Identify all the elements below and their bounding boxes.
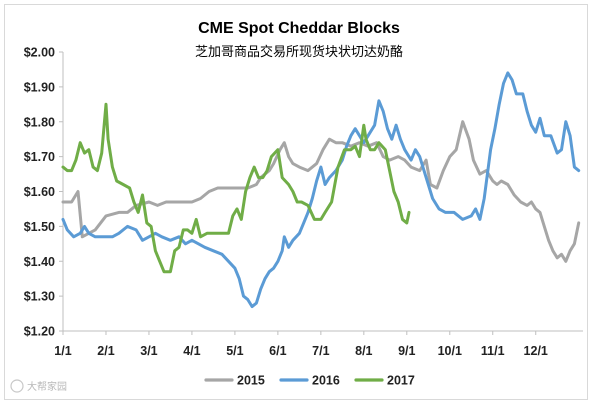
watermark-logo-icon <box>10 379 24 393</box>
y-tick-label: $1.20 <box>24 325 55 339</box>
series-line-2016 <box>61 71 581 309</box>
x-tick-label: 10/1 <box>438 344 462 358</box>
x-tick-label: 8/1 <box>355 344 372 358</box>
chart-frame: CME Spot Cheddar Blocks 芝加哥商品交易所现货块状切达奶酪… <box>4 4 588 400</box>
chart-subtitle: 芝加哥商品交易所现货块状切达奶酪 <box>195 44 403 59</box>
x-tick-label: 12/1 <box>524 344 548 358</box>
x-tick-label: 1/1 <box>54 344 71 358</box>
x-tick-label: 2/1 <box>97 344 114 358</box>
watermark: 大帮家园 <box>10 379 67 393</box>
series-line-2017 <box>61 102 411 274</box>
y-tick-label: $2.00 <box>24 46 55 60</box>
legend: 2015 2016 2017 <box>204 374 415 388</box>
x-tick-label: 4/1 <box>183 344 200 358</box>
x-tick-label: 6/1 <box>269 344 286 358</box>
chart-title: CME Spot Cheddar Blocks <box>198 20 400 37</box>
x-tick-label: 11/1 <box>481 344 505 358</box>
x-tick-label: 7/1 <box>312 344 329 358</box>
legend-label-2016: 2016 <box>312 374 340 388</box>
x-tick-label: 5/1 <box>226 344 243 358</box>
y-tick-label: $1.30 <box>24 290 55 304</box>
y-tick-label: $1.80 <box>24 115 55 129</box>
y-tick-label: $1.50 <box>24 220 55 234</box>
y-axis: $1.20 $1.30 $1.40 $1.50 $1.60 $1.70 $1.80 $1.90… <box>24 46 64 339</box>
series-line-2015 <box>61 120 581 263</box>
y-tick-label: $1.70 <box>24 150 55 164</box>
legend-label-2015: 2015 <box>237 374 265 388</box>
y-tick-label: $1.40 <box>24 255 55 269</box>
line-chart: CME Spot Cheddar Blocks 芝加哥商品交易所现货块状切达奶酪… <box>10 20 583 393</box>
x-axis: 1/1 2/1 3/1 4/1 5/1 6/1 7/1 8/1 9/1 10/1 11/1 12/1 <box>54 330 583 358</box>
watermark-text: 大帮家园 <box>27 380 67 393</box>
y-tick-label: $1.60 <box>24 185 55 199</box>
legend-label-2017: 2017 <box>387 374 415 388</box>
series-layer <box>61 71 581 309</box>
y-tick-label: $1.90 <box>24 80 55 94</box>
x-tick-label: 9/1 <box>398 344 415 358</box>
x-tick-label: 3/1 <box>140 344 157 358</box>
